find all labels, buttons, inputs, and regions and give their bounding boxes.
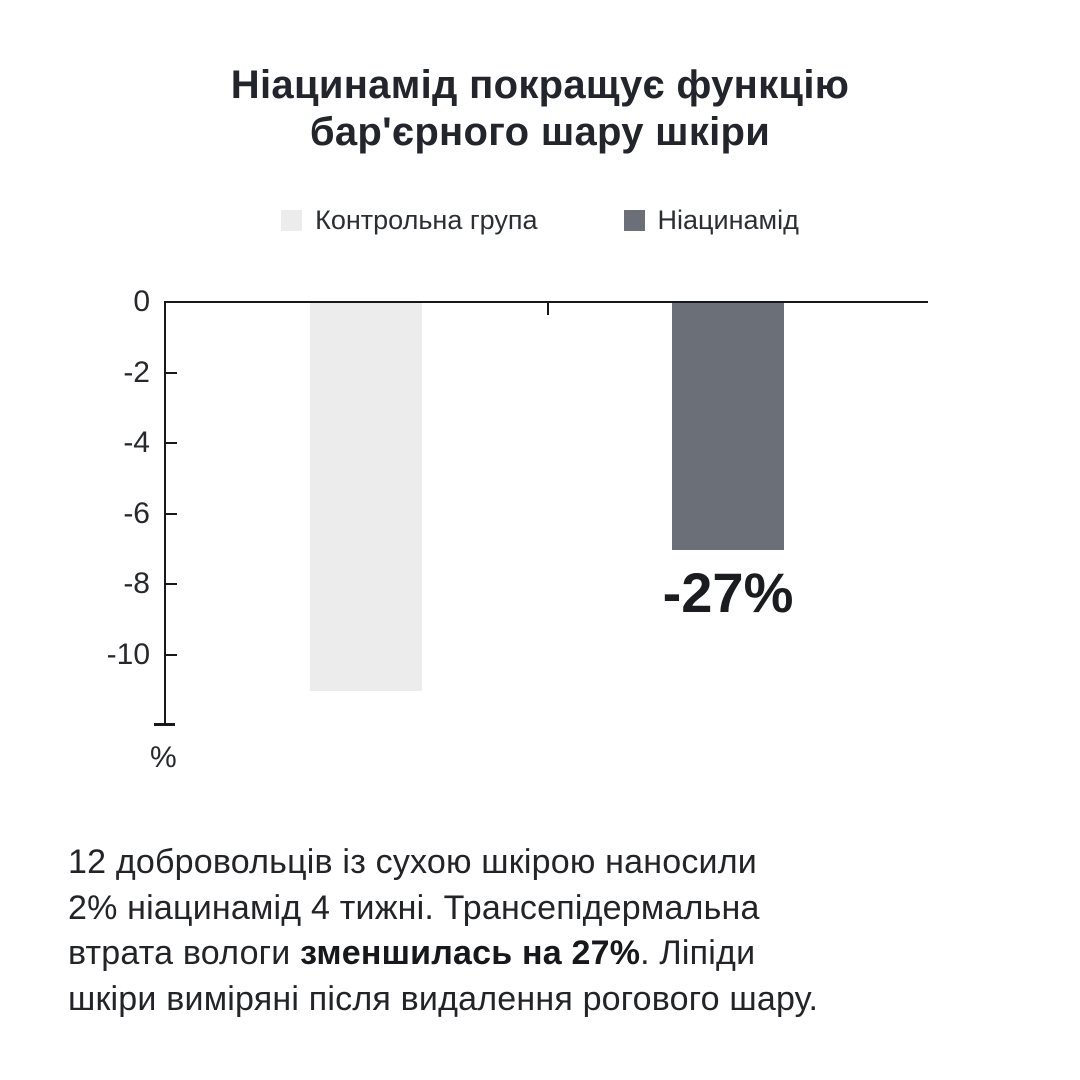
chart-legend: Контрольна група Ніацинамід — [0, 205, 1080, 235]
y-axis-tick-label: -2 — [123, 355, 150, 389]
footnote-line-3: втрата вологи зменшилась на 27%. Ліпіди — [68, 934, 756, 972]
bar-value-label-niacinamide: -27% — [662, 561, 794, 624]
footnote-text: 12 добровольців із сухою шкірою наносили… — [68, 840, 1048, 1022]
y-axis-unit-label: % — [150, 741, 177, 774]
y-axis-tick-mark — [166, 442, 177, 444]
y-axis-tick-label: -4 — [123, 426, 150, 459]
legend-label-niacinamide: Ніацинамід — [657, 205, 799, 235]
legend-item-control-group: Контрольна група — [281, 205, 538, 235]
footnote-line-1: 12 добровольців із сухою шкірою наносили — [68, 843, 757, 881]
y-axis-tick-mark — [166, 512, 177, 515]
footnote-line-2: 2% ніацинамід 4 тижні. Трансепідермальна — [68, 888, 760, 927]
y-axis-tick-mark — [166, 653, 177, 656]
footnote-line-4: шкіри виміряні після видалення рогового … — [68, 979, 819, 1018]
legend-swatch-niacinamide — [623, 209, 645, 231]
x-axis-category-tick — [547, 303, 549, 315]
legend-item-niacinamide: Ніацинамід — [623, 205, 799, 235]
bar-niacinamide — [672, 303, 784, 550]
y-axis-tick-mark — [166, 371, 177, 374]
y-axis-tick-label: -6 — [123, 496, 150, 530]
bar-control-group — [310, 303, 422, 691]
legend-label-control-group: Контрольна група — [315, 205, 538, 235]
y-axis-tick-label: -8 — [123, 567, 150, 600]
y-axis-endcap-tick — [154, 723, 175, 726]
chart-title-line2: бар'єрного шару шкіри — [309, 110, 771, 154]
legend-swatch-control-group — [281, 209, 303, 231]
y-axis-tick-label: 0 — [133, 285, 150, 318]
y-axis-tick-mark — [166, 583, 177, 585]
chart-title-line1: Ніацинамід покращує функцію — [230, 63, 850, 107]
footnote-bold-highlight: зменшилась на 27% — [300, 934, 641, 972]
y-axis-tick-label: -10 — [106, 637, 150, 671]
chart-title: Ніацинамід покращує функцію бар'єрного ш… — [0, 62, 1080, 156]
y-axis-line — [164, 302, 166, 726]
x-axis-zero-line — [164, 301, 928, 303]
